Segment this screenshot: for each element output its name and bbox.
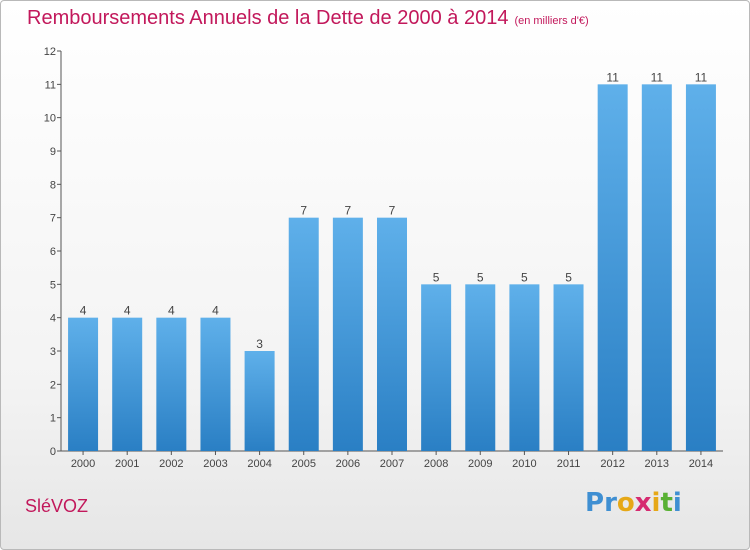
commune-name: SléVOZ: [25, 496, 89, 516]
bar-value-label: 5: [565, 270, 572, 284]
bar-2004: [244, 351, 275, 451]
chart-unit: (en milliers d'€): [514, 15, 589, 27]
bar-2000: [68, 317, 99, 451]
y-tick-label: 0: [50, 446, 56, 458]
y-tick-label: 7: [50, 213, 56, 225]
bar-2011: [553, 284, 584, 451]
x-tick-label: 2002: [159, 458, 183, 470]
bar-2006: [332, 217, 363, 451]
bar-value-label: 5: [477, 270, 484, 284]
x-tick-label: 2000: [71, 458, 95, 470]
x-tick-label: 2008: [424, 458, 448, 470]
bar-2002: [156, 317, 187, 451]
bar-2014: [685, 84, 716, 451]
proxiti-logo[interactable]: Proxiti: [585, 488, 682, 518]
bar-2010: [509, 284, 540, 451]
chart-bars: [68, 84, 716, 451]
bar-2009: [465, 284, 496, 451]
y-tick-label: 12: [44, 46, 56, 58]
logo-letter: P: [585, 488, 605, 518]
bar-2003: [200, 317, 231, 451]
bar-value-label: 5: [433, 270, 440, 284]
y-tick-label: 9: [50, 146, 56, 158]
chart-title: Remboursements Annuels de la Dette de 20…: [27, 7, 589, 30]
x-tick-label: 2011: [557, 458, 581, 470]
bar-value-label: 3: [256, 337, 263, 351]
bar-2013: [641, 84, 672, 451]
y-tick-label: 2: [50, 379, 56, 391]
x-tick-label: 2007: [380, 458, 404, 470]
x-tick-label: 2013: [645, 458, 669, 470]
bar-value-label: 7: [389, 204, 396, 218]
bar-value-label: 4: [168, 304, 175, 318]
bar-value-label: 5: [521, 270, 528, 284]
y-tick-label: 11: [45, 79, 56, 91]
bar-value-label: 11: [695, 70, 708, 84]
logo-letter: i: [651, 488, 661, 518]
x-tick-label: 2006: [336, 458, 360, 470]
x-tick-label: 2010: [512, 458, 536, 470]
y-tick-label: 4: [50, 313, 56, 325]
bar-value-label: 7: [345, 204, 352, 218]
y-tick-label: 6: [50, 246, 56, 258]
bar-value-label: 11: [606, 70, 619, 84]
bar-value-label: 4: [124, 304, 131, 318]
chart-title-text: Remboursements Annuels de la Dette de 20…: [27, 7, 509, 29]
bar-value-label: 4: [212, 304, 219, 318]
bar-value-label: 7: [300, 204, 307, 218]
y-tick-label: 10: [44, 113, 56, 125]
y-tick-label: 1: [50, 413, 56, 425]
x-tick-label: 2003: [203, 458, 227, 470]
bar-value-label: 4: [80, 304, 87, 318]
x-tick-label: 2004: [247, 458, 271, 470]
bar-value-label: 11: [651, 70, 664, 84]
x-tick-label: 2009: [468, 458, 492, 470]
y-tick-label: 5: [50, 279, 56, 291]
bar-2005: [288, 217, 319, 451]
logo-letter: t: [660, 488, 673, 518]
logo-letter: o: [616, 488, 635, 518]
x-tick-label: 2001: [115, 458, 139, 470]
y-tick-label: 3: [50, 346, 56, 358]
x-tick-label: 2014: [689, 458, 713, 470]
y-tick-label: 8: [50, 179, 56, 191]
logo-letter: x: [634, 488, 652, 518]
logo-letter: r: [604, 488, 617, 518]
bar-2012: [597, 84, 628, 451]
bar-2001: [112, 317, 143, 451]
x-tick-label: 2012: [600, 458, 624, 470]
bar-2007: [377, 217, 407, 451]
logo-letter: i: [672, 488, 682, 518]
x-tick-label: 2005: [291, 458, 315, 470]
bar-2008: [421, 284, 452, 451]
chart-bar-labels: 4 4 4 4 3 7 7 7 5 5 5 5 11 11 11: [80, 70, 708, 351]
